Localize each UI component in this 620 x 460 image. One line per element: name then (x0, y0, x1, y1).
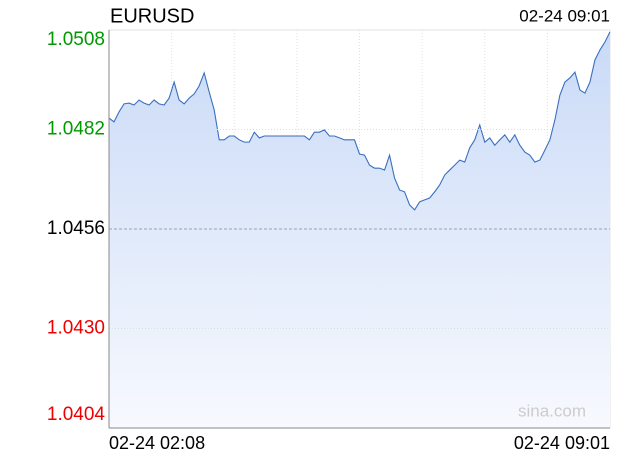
area (109, 31, 610, 428)
x-tick-label: 02-24 09:01 (514, 433, 610, 453)
y-tick-label: 1.0456 (47, 218, 105, 239)
watermark: sina.com (518, 401, 586, 420)
chart-title: EURUSD (110, 5, 194, 27)
x-tick-label: 02-24 02:08 (109, 433, 205, 453)
y-tick-label: 1.0482 (47, 119, 105, 140)
y-tick-label: 1.0404 (47, 404, 106, 425)
y-tick-label: 1.0430 (47, 318, 105, 339)
timestamp: 02-24 09:01 (519, 6, 610, 25)
y-tick-label: 1.0508 (47, 29, 105, 50)
price-line (108, 31, 611, 211)
